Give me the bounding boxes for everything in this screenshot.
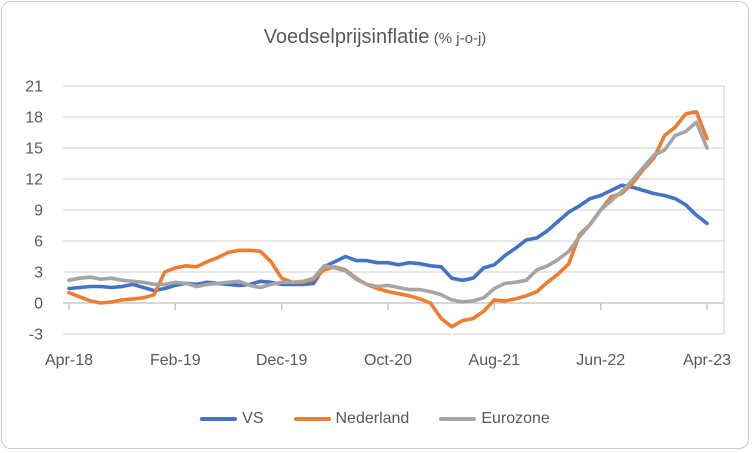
x-axis-label-Aug-21: Aug-21 bbox=[469, 352, 521, 369]
series-line-nederland bbox=[67, 110, 709, 329]
y-axis-label-3: 3 bbox=[34, 265, 43, 282]
legend-label-eurozone: Eurozone bbox=[481, 410, 550, 427]
series-line-vs bbox=[67, 183, 709, 293]
x-axis-label-Feb-19: Feb-19 bbox=[150, 352, 201, 369]
legend: VS Nederland Eurozone bbox=[2, 410, 748, 428]
legend-item-eurozone: Eurozone bbox=[439, 410, 550, 428]
x-axis-label-Apr-18: Apr-18 bbox=[45, 352, 93, 369]
legend-swatch-eurozone bbox=[439, 416, 477, 422]
x-axis-label-Apr-23: Apr-23 bbox=[683, 352, 731, 369]
x-axis-label-Jun-22: Jun-22 bbox=[576, 352, 625, 369]
chart-title-main: Voedselprijsinflatie bbox=[263, 26, 430, 48]
y-axis-label-18: 18 bbox=[25, 110, 43, 127]
series-line-eurozone bbox=[67, 120, 709, 304]
legend-swatch-vs bbox=[200, 416, 238, 422]
legend-swatch-nederland bbox=[293, 416, 331, 422]
chart-title-units: (% j-o-j) bbox=[433, 30, 487, 47]
legend-item-nederland: Nederland bbox=[293, 410, 410, 428]
y-axis-label--3: -3 bbox=[29, 327, 43, 344]
y-axis-label-21: 21 bbox=[25, 79, 43, 96]
y-axis-label-6: 6 bbox=[34, 234, 43, 251]
legend-label-vs: VS bbox=[242, 410, 264, 427]
x-axis-label-Oct-20: Oct-20 bbox=[364, 352, 412, 369]
y-axis-label-15: 15 bbox=[25, 141, 43, 158]
legend-label-nederland: Nederland bbox=[335, 410, 410, 427]
y-axis-label-9: 9 bbox=[34, 203, 43, 220]
chart-title: Voedselprijsinflatie (% j-o-j) bbox=[2, 26, 748, 49]
legend-item-vs: VS bbox=[200, 410, 264, 428]
y-axis-label-0: 0 bbox=[34, 296, 43, 313]
y-axis-label-12: 12 bbox=[25, 172, 43, 189]
x-axis-label-Dec-19: Dec-19 bbox=[256, 352, 308, 369]
